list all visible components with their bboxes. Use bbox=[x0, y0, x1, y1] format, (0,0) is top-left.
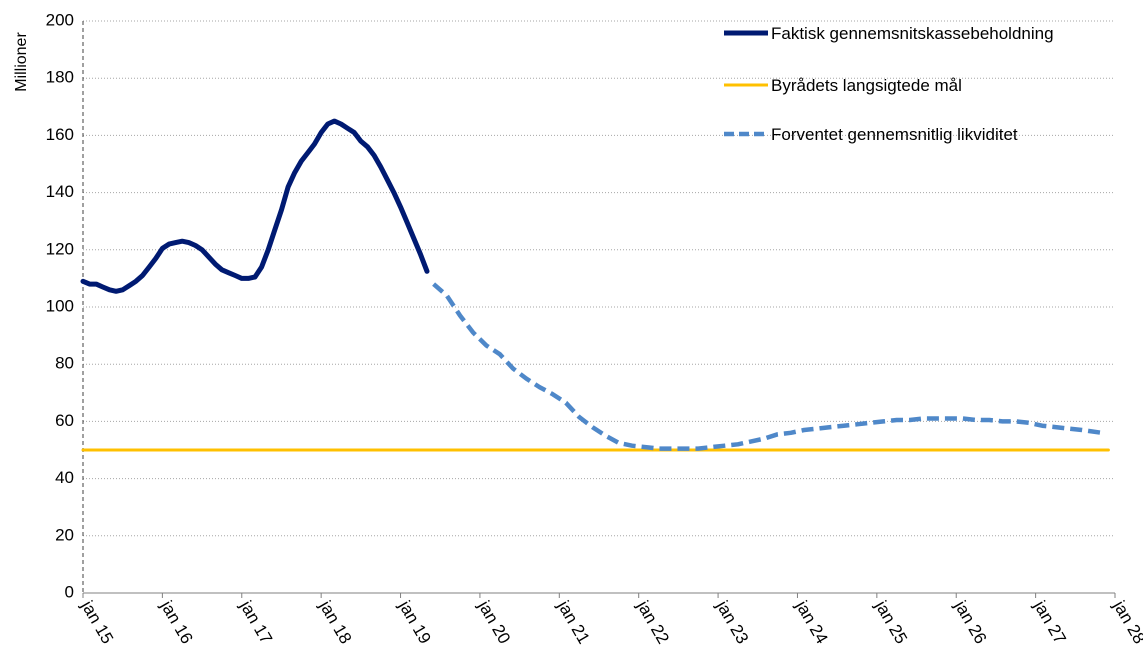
x-tick-label: jan 28 bbox=[1109, 597, 1143, 647]
x-tick-label: jan 19 bbox=[395, 597, 435, 647]
y-tick-label: 100 bbox=[46, 296, 74, 315]
x-tick-label: jan 16 bbox=[156, 597, 196, 647]
series-line-0 bbox=[80, 118, 430, 294]
y-tick-label: 160 bbox=[46, 125, 74, 144]
x-axis-ticks: jan 15 jan 16 jan 17 jan 18 jan 19 jan 20 jan … bbox=[77, 593, 1143, 647]
x-tick-label: jan 22 bbox=[633, 597, 673, 647]
x-tick-label: jan 27 bbox=[1030, 597, 1070, 647]
x-tick-label: jan 25 bbox=[871, 597, 911, 647]
x-tick-label: jan 23 bbox=[712, 597, 752, 647]
legend-label: Forventet gennemsnitlig likviditet bbox=[771, 125, 1018, 144]
series-lines bbox=[80, 118, 1110, 452]
axes bbox=[82, 21, 1115, 594]
legend: Faktisk gennemsnitskassebeholdning Byråde… bbox=[724, 24, 1054, 144]
y-tick-label: 0 bbox=[65, 582, 74, 601]
legend-label: Faktisk gennemsnitskassebeholdning bbox=[771, 24, 1054, 43]
y-tick-label: 140 bbox=[46, 182, 74, 201]
legend-label: Byrådets langsigtede mål bbox=[771, 76, 962, 95]
y-tick-label: 80 bbox=[55, 354, 74, 373]
x-tick-label: jan 24 bbox=[791, 597, 831, 647]
y-tick-label: 20 bbox=[55, 525, 74, 544]
y-axis-ticks: 0 20 40 60 80 100 120 140 160 180 200 bbox=[46, 10, 74, 601]
series-line-2 bbox=[432, 282, 1103, 451]
y-axis-label: Millioner bbox=[13, 32, 30, 92]
gridlines bbox=[83, 20, 1115, 537]
x-tick-label: jan 15 bbox=[77, 597, 117, 647]
x-tick-label: jan 17 bbox=[236, 597, 276, 647]
x-tick-label: jan 21 bbox=[553, 597, 593, 647]
x-tick-label: jan 18 bbox=[315, 597, 355, 647]
y-tick-label: 40 bbox=[55, 468, 74, 487]
y-tick-label: 180 bbox=[46, 68, 74, 87]
x-tick-label: jan 20 bbox=[474, 597, 514, 647]
x-tick-label: jan 26 bbox=[950, 597, 990, 647]
y-tick-label: 60 bbox=[55, 411, 74, 430]
y-tick-label: 120 bbox=[46, 239, 74, 258]
y-tick-label: 200 bbox=[46, 10, 74, 29]
